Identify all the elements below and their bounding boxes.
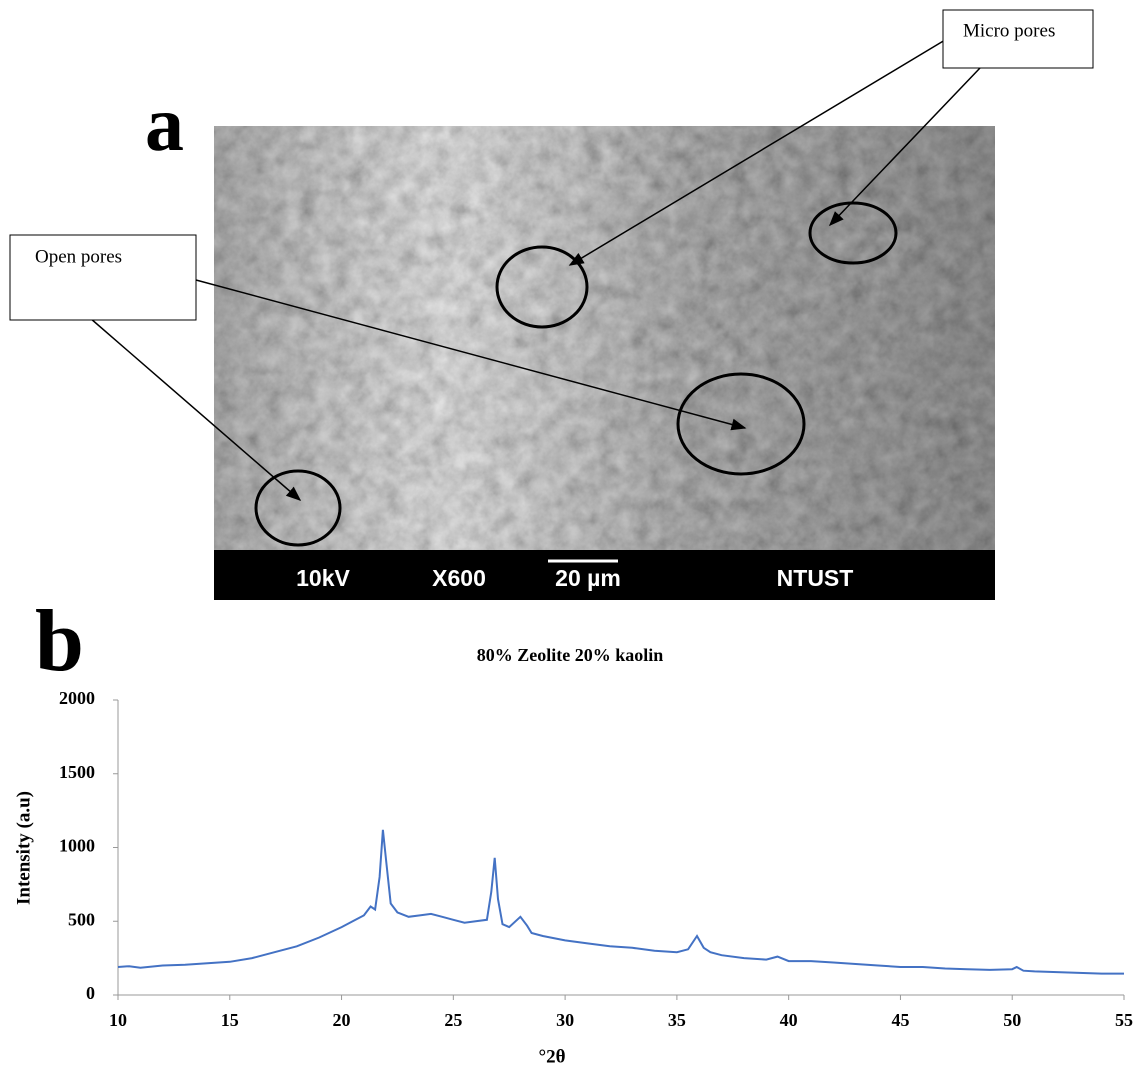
circle [676, 372, 806, 476]
arrows [89, 39, 981, 501]
x-tick-label: 40 [780, 1010, 798, 1030]
x-tick-label: 30 [556, 1010, 574, 1030]
sem-source: NTUST [777, 565, 854, 591]
x-tick-label: 50 [1003, 1010, 1021, 1030]
circle [254, 469, 342, 547]
xrd-chart: b 80% Zeolite 20% kaolin °2θ Intensity (… [13, 593, 1133, 1067]
arrow [195, 279, 747, 431]
sem-magnification: X600 [432, 565, 486, 591]
arrow [89, 317, 302, 501]
annotation-box [9, 234, 197, 321]
x-tick-label: 35 [668, 1010, 686, 1030]
y-tick-label: 500 [68, 909, 95, 929]
sem-info-bar [214, 550, 995, 600]
arrow [568, 39, 946, 266]
annotation: Open pores [35, 246, 122, 267]
panel-label: b [35, 593, 84, 690]
sem-shading [214, 126, 995, 551]
circle [495, 245, 589, 329]
x-tick-label: 25 [444, 1010, 462, 1030]
sem-panel: 10kV X600 20 µm NTUST Micro pores Open p… [9, 9, 1094, 600]
annotation-box [942, 9, 1094, 69]
y-tick-label: 0 [86, 983, 95, 1003]
annotation: Micro pores [963, 20, 1055, 41]
x-tick-label: 10 [109, 1010, 127, 1030]
x-tick-label: 55 [1115, 1010, 1133, 1030]
x-tick-label: 20 [333, 1010, 351, 1030]
panel-label: a [145, 80, 184, 167]
pore-circles [254, 201, 898, 547]
y-tick-label: 2000 [59, 688, 95, 708]
circle [808, 201, 898, 265]
x-tick-label: 15 [221, 1010, 239, 1030]
sem-voltage: 10kV [296, 565, 350, 591]
sem-scale: 20 µm [555, 565, 621, 591]
y-axis-label: Intensity (a.u) [13, 791, 34, 905]
x-axis-label: °2θ [538, 1046, 565, 1067]
chart-title: 80% Zeolite 20% kaolin [477, 645, 664, 665]
y-tick-label: 1500 [59, 762, 95, 782]
y-tick-label: 1000 [59, 836, 95, 856]
arrow [828, 67, 981, 227]
data-line [117, 829, 1124, 975]
x-tick-label: 45 [891, 1010, 909, 1030]
